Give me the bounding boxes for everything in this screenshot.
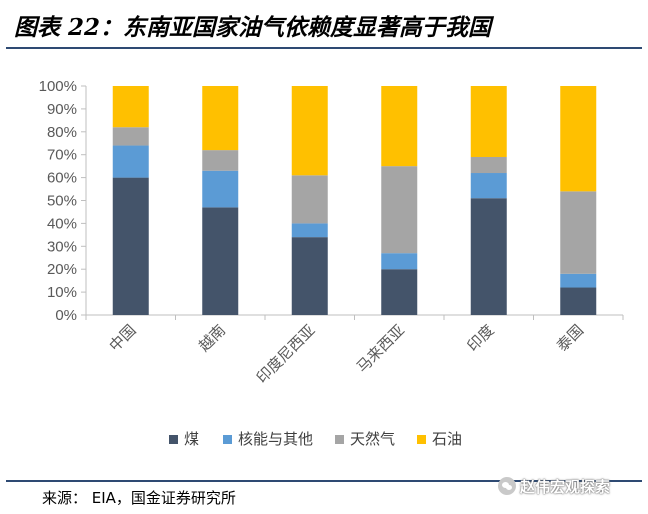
x-category-label: 马来西亚 [353, 321, 408, 376]
bar-segment-2-1 [291, 223, 328, 238]
bar-segment-0-2 [112, 127, 149, 146]
bar-segment-3-3 [381, 86, 418, 167]
bar-segment-0-3 [112, 86, 149, 128]
bar-segment-5-3 [560, 86, 597, 192]
bar-segment-3-0 [381, 269, 418, 315]
bar-segment-3-1 [381, 253, 418, 270]
x-category-label: 越南 [195, 321, 229, 355]
legend-label-1: 核能与其他 [238, 430, 313, 448]
stacked-bar-chart: 0% 10% 20% 30% 40% 50% 60% 70% 80% 90% 100% 中国 越南 印度尼… [39, 78, 624, 448]
bar-segment-1-3 [202, 86, 239, 151]
x-category-label: 中国 [106, 321, 140, 355]
watermark-text: 赵伟宏观探索 [520, 477, 611, 496]
legend-swatch-3 [417, 435, 426, 444]
bar-segment-4-1 [470, 173, 507, 199]
source-note: 来源： EIA，国金证券研究所 [42, 489, 236, 507]
bar-segment-4-0 [470, 198, 507, 315]
y-tick-label: 100% [39, 78, 77, 95]
title-divider [6, 47, 642, 49]
y-tick-label: 50% [47, 193, 77, 210]
y-tick-label: 0% [55, 307, 77, 324]
legend-swatch-0 [169, 435, 178, 444]
chart-area: 0% 10% 20% 30% 40% 50% 60% 70% 80% 90% 100% 中国 越南 印度尼… [6, 51, 642, 479]
bar-segment-5-1 [560, 273, 597, 288]
bar-segment-5-2 [560, 191, 597, 274]
bar-segment-1-1 [202, 170, 239, 208]
bar-segment-4-3 [470, 86, 507, 157]
bar-segment-5-0 [560, 287, 597, 315]
bar-segment-2-3 [291, 86, 328, 176]
x-category-label: 印度 [464, 321, 498, 355]
y-tick-label: 70% [47, 147, 77, 164]
bar-segment-0-0 [112, 177, 149, 315]
x-category-label: 印度尼西亚 [253, 321, 319, 387]
y-tick-label: 60% [47, 170, 77, 187]
chart-title: 图表 22：东南亚国家油气依赖度显著高于我国 [14, 14, 492, 41]
y-tick-label: 10% [47, 284, 77, 301]
legend-label-3: 石油 [432, 430, 462, 448]
y-tick-label: 90% [47, 101, 77, 118]
bar-segment-0-1 [112, 145, 149, 178]
watermark: 赵伟宏观探索 [498, 474, 610, 498]
legend-label-2: 天然气 [350, 430, 395, 448]
title-bar: 图表 22：东南亚国家油气依赖度显著高于我国 [0, 0, 648, 49]
bar-segment-4-2 [470, 156, 507, 174]
bar-segment-3-2 [381, 166, 418, 254]
legend-swatch-1 [223, 435, 232, 444]
bar-segment-1-0 [202, 207, 239, 315]
x-category-label: 泰国 [553, 321, 587, 355]
wechat-icon [498, 477, 516, 495]
y-tick-label: 30% [47, 238, 77, 255]
y-tick-label: 40% [47, 215, 77, 232]
bar-segment-2-2 [291, 175, 328, 224]
y-tick-label: 20% [47, 261, 77, 278]
bottom-divider [6, 480, 642, 482]
bar-segment-1-2 [202, 150, 239, 171]
legend-swatch-2 [335, 435, 344, 444]
bar-segment-2-0 [291, 237, 328, 315]
y-tick-label: 80% [47, 124, 77, 141]
legend-label-0: 煤 [184, 430, 199, 448]
